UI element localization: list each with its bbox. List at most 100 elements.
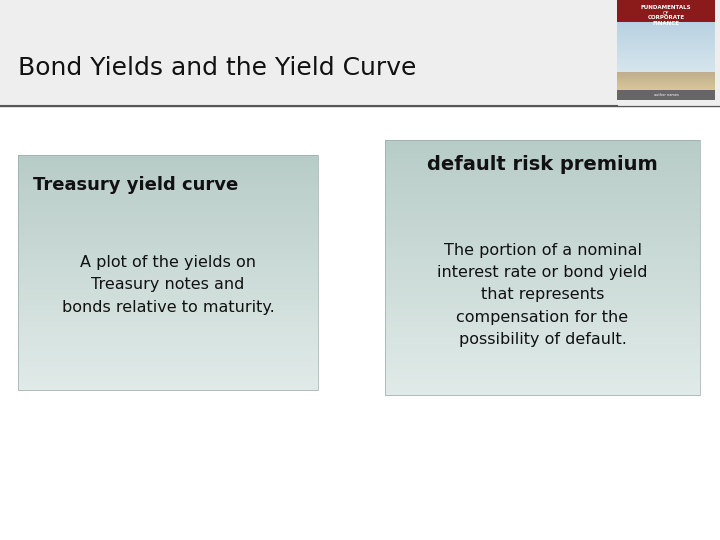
Bar xyxy=(617,49,715,51)
Bar xyxy=(18,361,318,365)
Bar xyxy=(617,88,715,90)
Bar xyxy=(18,258,318,262)
Bar xyxy=(18,352,318,356)
Bar xyxy=(385,245,700,249)
Bar xyxy=(385,350,700,355)
Bar xyxy=(18,328,318,332)
Bar xyxy=(0,0,720,105)
Bar xyxy=(617,64,715,66)
Bar xyxy=(18,381,318,385)
Bar xyxy=(18,308,318,312)
Bar xyxy=(385,204,700,208)
Bar xyxy=(385,248,700,253)
Bar xyxy=(385,185,700,189)
Bar xyxy=(617,82,715,84)
Bar xyxy=(617,70,715,73)
Bar xyxy=(385,366,700,370)
Bar xyxy=(385,207,700,211)
Bar xyxy=(385,261,700,265)
Bar xyxy=(385,217,700,221)
Bar xyxy=(385,146,700,151)
Bar xyxy=(385,334,700,339)
Bar xyxy=(385,325,700,329)
Bar xyxy=(617,76,715,78)
Bar xyxy=(385,280,700,285)
Bar xyxy=(385,360,700,364)
Bar xyxy=(385,264,700,268)
Bar xyxy=(18,173,318,177)
Bar xyxy=(617,44,715,46)
Bar xyxy=(18,346,318,350)
Bar xyxy=(617,0,715,22)
Bar xyxy=(385,328,700,332)
Bar xyxy=(617,30,715,33)
Bar xyxy=(617,25,715,28)
Bar xyxy=(385,220,700,224)
Bar xyxy=(385,277,700,281)
Bar xyxy=(617,52,715,55)
Bar xyxy=(18,211,318,215)
Bar xyxy=(385,373,700,377)
Bar xyxy=(18,316,318,321)
Bar xyxy=(385,386,700,390)
Text: A plot of the yields on
Treasury notes and
bonds relative to maturity.: A plot of the yields on Treasury notes a… xyxy=(62,255,274,315)
Bar xyxy=(18,246,318,250)
Bar xyxy=(18,193,318,197)
Bar xyxy=(385,369,700,374)
Bar xyxy=(18,279,318,282)
Bar xyxy=(18,237,318,241)
Bar xyxy=(617,27,715,30)
Bar xyxy=(385,284,700,288)
Bar xyxy=(617,77,715,79)
Bar xyxy=(18,296,318,300)
Bar xyxy=(18,208,318,212)
Bar xyxy=(617,89,715,91)
Bar xyxy=(18,231,318,235)
Bar xyxy=(18,326,318,329)
Bar xyxy=(18,240,318,244)
Bar xyxy=(385,235,700,240)
Bar xyxy=(617,72,715,74)
Bar xyxy=(18,267,318,271)
Bar xyxy=(18,222,318,226)
Bar xyxy=(18,261,318,265)
Bar xyxy=(385,312,700,316)
Bar xyxy=(385,252,700,256)
Bar xyxy=(617,32,715,35)
Bar xyxy=(385,239,700,243)
Bar xyxy=(18,190,318,194)
Bar xyxy=(385,315,700,320)
Bar xyxy=(18,387,318,391)
Bar xyxy=(385,299,700,303)
Bar xyxy=(18,363,318,368)
Bar xyxy=(617,29,715,31)
Bar xyxy=(617,67,715,70)
Bar xyxy=(617,39,715,42)
Bar xyxy=(18,269,318,273)
Bar xyxy=(617,69,715,71)
Bar xyxy=(18,205,318,209)
Bar xyxy=(385,287,700,291)
Bar xyxy=(18,340,318,344)
Bar xyxy=(617,53,715,56)
Bar xyxy=(617,55,715,58)
Bar xyxy=(18,357,318,362)
Bar xyxy=(385,344,700,348)
Text: FUNDAMENTALS: FUNDAMENTALS xyxy=(641,5,691,10)
Bar xyxy=(18,184,318,188)
Bar xyxy=(18,170,318,174)
Bar xyxy=(18,322,318,326)
Text: FINANCE: FINANCE xyxy=(652,21,680,26)
Bar xyxy=(385,165,700,170)
Bar xyxy=(385,322,700,326)
Bar xyxy=(617,50,715,53)
Bar xyxy=(617,60,715,63)
Bar xyxy=(18,284,318,288)
Bar xyxy=(617,40,715,43)
Bar xyxy=(18,214,318,218)
Bar xyxy=(617,33,715,36)
Bar xyxy=(385,376,700,380)
Bar xyxy=(18,331,318,335)
Bar xyxy=(18,275,318,279)
Bar xyxy=(617,78,715,80)
